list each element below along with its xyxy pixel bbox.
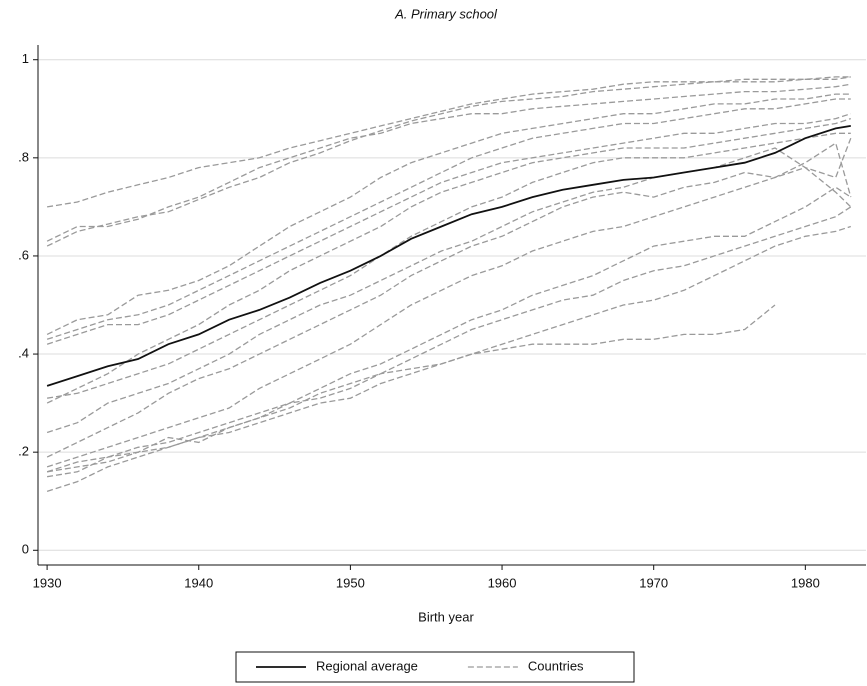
y-tick-label: .2 — [18, 444, 29, 459]
country-line — [46, 225, 852, 493]
legend-label: Regional average — [316, 658, 418, 673]
x-tick-label: 1950 — [336, 575, 365, 590]
country-line — [46, 206, 852, 478]
x-tick-label: 1970 — [639, 575, 668, 590]
average-line — [46, 125, 851, 387]
country-line — [46, 142, 852, 458]
x-tick-label: 1940 — [184, 575, 213, 590]
country-line — [46, 113, 852, 345]
country-line — [46, 166, 852, 468]
x-tick-label: 1960 — [488, 575, 517, 590]
country-line — [46, 76, 851, 247]
y-tick-label: .4 — [18, 345, 29, 360]
country-line — [46, 304, 776, 473]
country-line — [46, 76, 851, 208]
x-axis-label: Birth year — [418, 609, 474, 624]
y-tick-label: 0 — [22, 542, 29, 557]
country-line — [46, 132, 851, 399]
country-line — [46, 117, 852, 404]
y-tick-label: .6 — [18, 247, 29, 262]
country-line — [46, 98, 851, 340]
x-tick-label: 1980 — [791, 575, 820, 590]
country-line — [46, 186, 852, 473]
x-tick-label: 1930 — [33, 575, 62, 590]
legend-label: Countries — [528, 658, 584, 673]
country-line — [46, 83, 851, 242]
y-tick-label: .8 — [18, 149, 29, 164]
country-line — [46, 137, 852, 434]
chart-title: A. Primary school — [394, 6, 498, 21]
country-line — [46, 93, 851, 335]
y-tick-label: 1 — [22, 51, 29, 66]
